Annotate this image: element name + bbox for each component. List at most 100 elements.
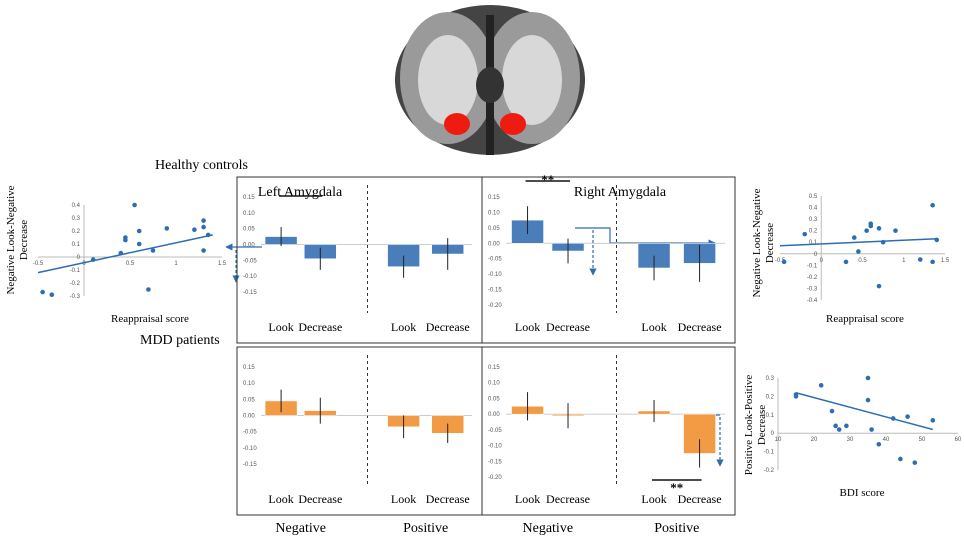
point	[844, 423, 849, 429]
x-tick-label: -0.5	[33, 261, 44, 267]
x-tick-label: 10	[775, 437, 782, 443]
point	[836, 427, 842, 432]
point	[912, 460, 918, 465]
x-tick-label: 1.5	[218, 261, 227, 267]
x-tick-label: 50	[919, 437, 926, 443]
y-tick-label: 0.1	[766, 413, 775, 419]
point	[40, 289, 45, 295]
x-tick-label: 1	[174, 261, 178, 267]
y-tick-label: -0.2	[70, 281, 81, 287]
point	[818, 383, 824, 388]
y-tick-label: 0.1	[72, 242, 81, 248]
y-tick-label: -0.05	[243, 258, 257, 264]
x-tick-label: Look	[641, 492, 666, 506]
x-axis-label: Reappraisal score	[111, 313, 189, 325]
point	[868, 223, 874, 229]
x-tick-label: Look	[268, 320, 293, 334]
fit-line	[779, 238, 937, 247]
x-tick-label: -0.5	[775, 258, 786, 264]
x-tick-label: Decrease	[546, 492, 590, 506]
y-tick-label: 0.15	[243, 365, 255, 371]
point	[802, 231, 808, 237]
x-tick-label: Decrease	[298, 320, 342, 334]
y-tick-label: -0.3	[70, 294, 81, 300]
point	[146, 287, 151, 292]
point	[898, 456, 903, 462]
y-tick-label: 0	[771, 431, 775, 437]
point	[876, 226, 882, 231]
y-tick-label: 0	[814, 252, 818, 258]
point	[132, 202, 137, 208]
panel-frame	[481, 176, 736, 344]
significance-label: **	[541, 172, 554, 187]
panel-title: Right Amygdala	[574, 185, 667, 200]
y-axis-label-line: Negative Look-Negative	[751, 188, 763, 297]
x-tick-label: Look	[641, 320, 666, 334]
point	[150, 248, 156, 253]
x-tick-label: 1.5	[941, 258, 950, 264]
y-axis-label: Negative Look-NegativeDecrease	[5, 185, 30, 294]
point	[930, 418, 936, 423]
bar-panel: 0.15 0.10 0.05 0.00 -0.05 -0.10 -0.15 -0.20 Look…	[481, 346, 736, 536]
y-axis-label-line: Positive Look-Positive	[743, 375, 755, 476]
panel-title: Left Amygdala	[258, 185, 343, 200]
group-axis-label: Negative	[523, 521, 574, 536]
y-tick-label: 0.4	[809, 206, 818, 212]
x-tick-label: 0.5	[858, 258, 867, 264]
point	[136, 241, 142, 247]
point	[781, 259, 787, 265]
y-tick-label: 0.15	[488, 195, 500, 201]
x-tick-label: 0	[820, 258, 824, 264]
x-tick-label: Decrease	[546, 320, 590, 334]
y-tick-label: 0.00	[488, 412, 500, 418]
group-label: Healthy controls	[155, 158, 248, 173]
y-tick-label: -0.20	[488, 475, 502, 481]
y-axis-label-line: Negative Look-Negative	[5, 185, 17, 294]
y-tick-label: -0.10	[243, 274, 257, 280]
y-tick-label: 0.15	[243, 195, 255, 201]
point	[793, 394, 799, 399]
point	[876, 441, 882, 447]
fit-line	[37, 234, 213, 274]
y-tick-label: 0.2	[766, 394, 775, 400]
scatter-panel: 10 20 30 40 50 60 0.3 0.2 0.1 0 -0.1 -0.2 BDI score P…	[743, 375, 962, 499]
y-tick-label: -0.15	[243, 290, 257, 296]
y-tick-label: -0.1	[764, 450, 775, 456]
x-tick-label: Look	[515, 320, 540, 334]
scatter-panel: -0.5 0 0.5 1 1.50.50.40.30.20.10-0.1-0.2-0.3…	[751, 188, 950, 325]
x-tick-label: 20	[811, 437, 818, 443]
y-tick-label: -0.20	[488, 303, 502, 309]
point	[893, 228, 898, 233]
bar-panel: 0.15 0.10 0.05 0.00 -0.05 -0.10 -0.15 Look Decre…	[236, 346, 483, 536]
y-tick-label: -0.2	[764, 468, 775, 474]
x-tick-label: 1	[902, 258, 906, 264]
point	[876, 283, 882, 289]
y-tick-label: 0.10	[488, 210, 500, 216]
point	[851, 235, 857, 240]
group-axis-label: Negative	[275, 521, 326, 536]
y-tick-label: 0.05	[243, 397, 255, 403]
y-tick-label: -0.15	[488, 288, 502, 294]
y-tick-label: 0.2	[72, 229, 81, 235]
y-tick-label: -0.1	[70, 268, 81, 274]
x-tick-label: Look	[391, 492, 416, 506]
point	[829, 408, 835, 414]
panel-frame	[481, 346, 736, 516]
y-tick-label: 0.10	[488, 381, 500, 387]
y-tick-label: 0.3	[766, 376, 775, 382]
significance-label: **	[670, 480, 683, 495]
brain-image	[395, 5, 585, 155]
y-tick-label: 0.10	[243, 211, 255, 217]
group-axis-label: Positive	[403, 521, 448, 536]
y-tick-label: 0.4	[72, 203, 81, 209]
point	[192, 227, 197, 232]
y-tick-label: -0.05	[488, 428, 502, 434]
point	[869, 427, 874, 432]
x-tick-label: Decrease	[426, 492, 470, 506]
y-tick-label: 0.00	[488, 241, 500, 247]
y-tick-label: -0.10	[488, 272, 502, 278]
y-tick-label: 0.3	[72, 216, 81, 222]
x-tick-label: Decrease	[678, 492, 722, 506]
y-tick-label: 0.1	[809, 240, 818, 246]
y-tick-label: -0.2	[807, 275, 818, 281]
